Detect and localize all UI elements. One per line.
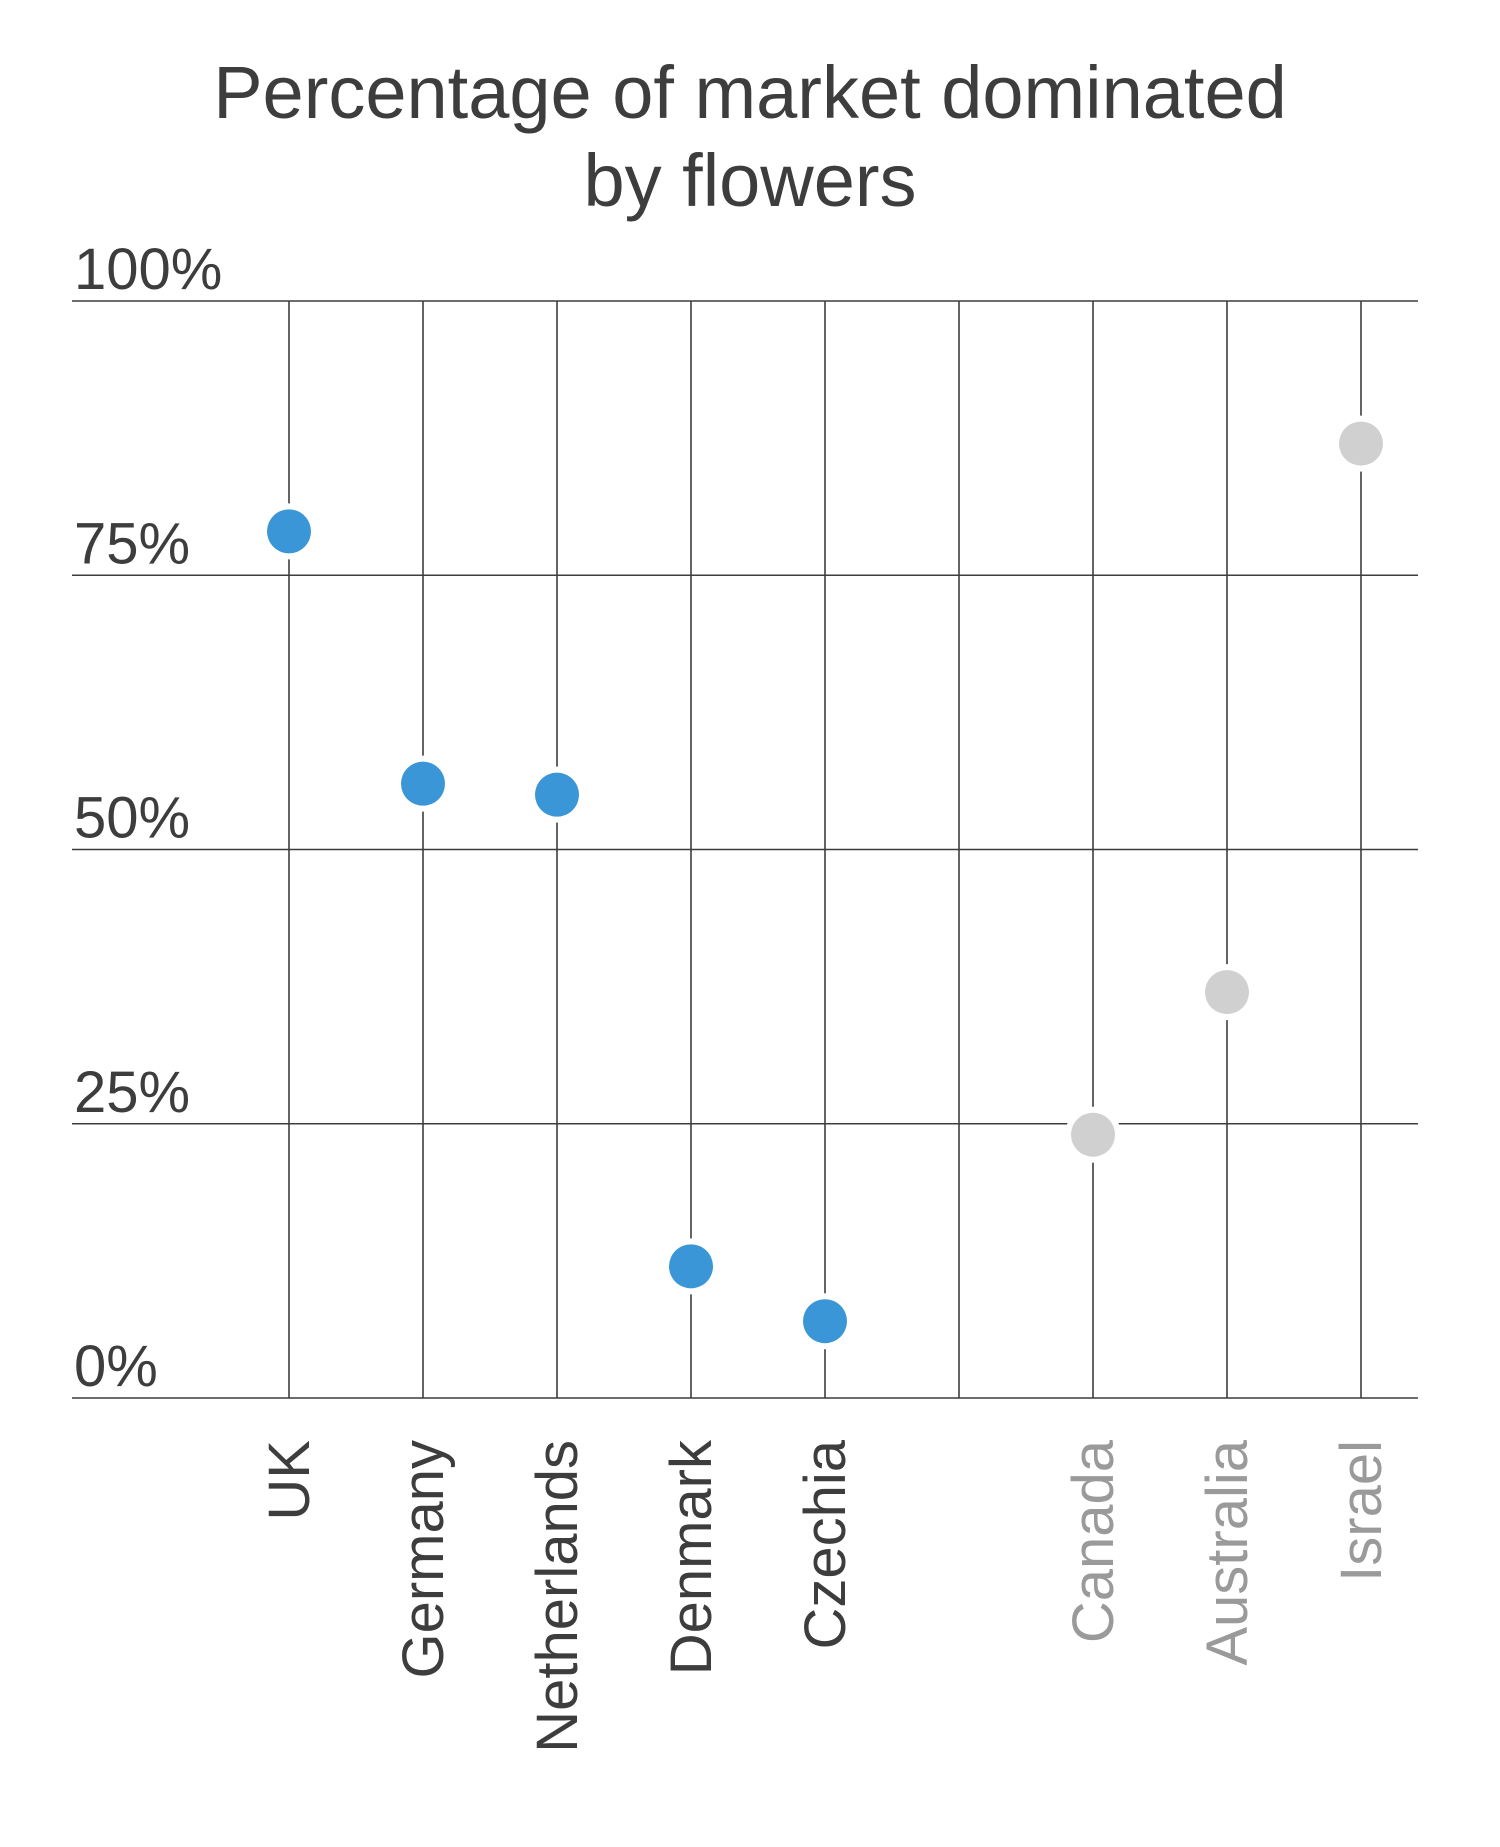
x-tick-label-israel: Israel [1329, 1440, 1394, 1582]
point-uk [267, 509, 311, 554]
chart-title-line-1: Percentage of market dominated [213, 51, 1287, 134]
data-points [261, 415, 1389, 1350]
y-tick-label: 100% [74, 237, 222, 302]
point-netherlands [535, 772, 579, 817]
grid-lines [72, 300, 1418, 1399]
point-germany [401, 761, 445, 806]
point-canada [1071, 1112, 1115, 1157]
x-tick-label-australia: Australia [1195, 1439, 1260, 1665]
x-tick-label-netherlands: Netherlands [525, 1440, 590, 1753]
x-tick-label-germany: Germany [391, 1440, 456, 1679]
point-czechia [803, 1299, 847, 1344]
point-australia [1205, 970, 1249, 1015]
y-tick-label: 75% [74, 511, 190, 576]
x-tick-label-denmark: Denmark [659, 1439, 724, 1675]
chart-title-line-2: by flowers [583, 139, 916, 222]
y-tick-label: 50% [74, 786, 190, 851]
y-tick-label: 0% [74, 1334, 158, 1399]
point-israel [1339, 421, 1383, 466]
y-tick-label: 25% [74, 1060, 190, 1125]
y-axis-tick-labels: 100% 75% 50% 25% 0% [74, 237, 222, 1399]
x-axis-tick-labels: UK Germany Netherlands Denmark Czechia Canada… [257, 1439, 1394, 1753]
x-tick-label-czechia: Czechia [793, 1439, 858, 1649]
x-tick-label-canada: Canada [1061, 1439, 1126, 1643]
x-tick-label-uk: UK [257, 1440, 322, 1521]
point-denmark [669, 1244, 713, 1289]
chart-title: Percentage of market dominated by flower… [213, 51, 1287, 222]
